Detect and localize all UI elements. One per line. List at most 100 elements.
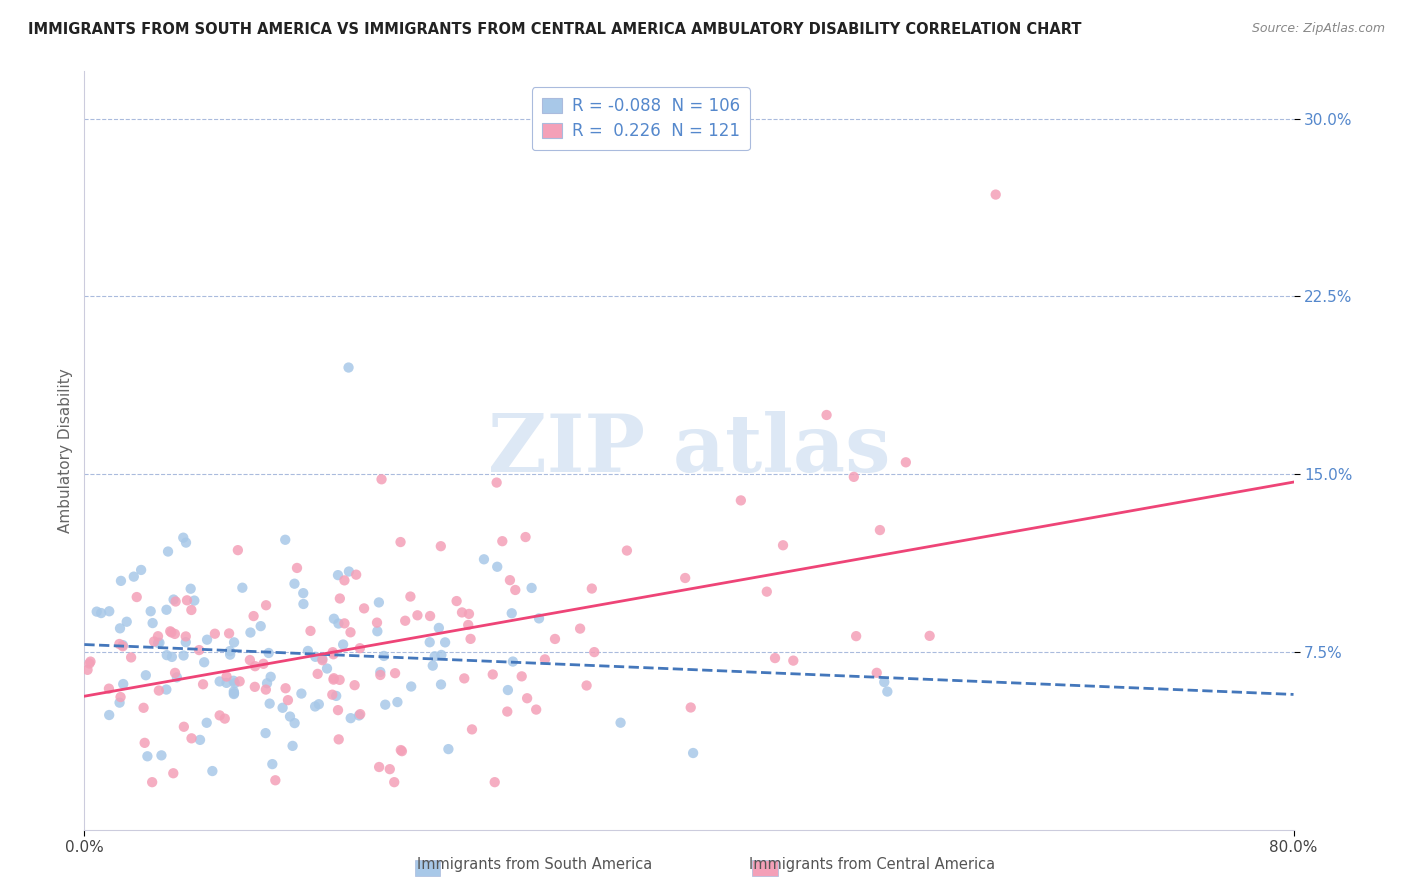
Point <box>165 665 187 680</box>
Point <box>399 680 422 694</box>
Point <box>254 682 277 697</box>
Point <box>174 535 197 549</box>
Point <box>188 732 211 747</box>
Point <box>139 604 162 618</box>
Point <box>394 614 416 628</box>
Point <box>239 625 262 640</box>
Point <box>368 665 391 679</box>
Point <box>239 653 262 667</box>
Point <box>125 590 148 604</box>
Point <box>174 635 197 649</box>
Point <box>278 709 301 723</box>
Point <box>370 668 392 682</box>
Point <box>520 581 543 595</box>
Point <box>534 652 557 666</box>
Point <box>132 700 155 714</box>
Point <box>311 651 333 665</box>
Point <box>180 582 202 596</box>
Point <box>150 748 173 763</box>
Point <box>146 629 169 643</box>
Point <box>308 697 330 711</box>
Point <box>120 650 142 665</box>
Point <box>79 655 101 669</box>
Point <box>222 673 245 688</box>
Point <box>430 648 453 662</box>
Point <box>260 670 283 684</box>
Point <box>673 571 696 585</box>
Point <box>406 608 429 623</box>
Text: ZIP atlas: ZIP atlas <box>488 411 890 490</box>
Point <box>322 612 344 626</box>
Point <box>146 636 169 650</box>
Text: Source: ZipAtlas.com: Source: ZipAtlas.com <box>1251 22 1385 36</box>
Point <box>226 543 249 558</box>
Point <box>141 775 163 789</box>
Point <box>503 582 526 597</box>
Point <box>110 690 132 704</box>
Point <box>486 559 509 574</box>
Point <box>457 618 479 632</box>
Point <box>208 674 231 689</box>
Point <box>322 647 344 661</box>
Point <box>97 681 120 696</box>
Point <box>755 584 778 599</box>
Point <box>257 646 280 660</box>
Point <box>173 648 195 663</box>
Point <box>499 573 522 587</box>
Point <box>382 775 405 789</box>
Point <box>274 533 297 547</box>
Point <box>873 675 896 690</box>
Point <box>461 723 484 737</box>
Point <box>208 708 231 723</box>
Point <box>366 624 388 639</box>
Point <box>422 658 444 673</box>
Point <box>453 672 475 686</box>
Point <box>215 669 238 683</box>
Point <box>419 609 441 624</box>
Point <box>243 659 266 673</box>
Point <box>527 611 550 625</box>
Point <box>682 746 704 760</box>
Point <box>373 648 395 663</box>
Point <box>368 760 391 774</box>
Point <box>374 698 396 712</box>
Point <box>321 688 343 702</box>
Y-axis label: Ambulatory Disability: Ambulatory Disability <box>58 368 73 533</box>
Point <box>129 563 152 577</box>
Point <box>218 626 240 640</box>
Point <box>108 637 131 651</box>
Point <box>730 493 752 508</box>
Point <box>481 667 503 681</box>
Point <box>174 629 197 643</box>
Point <box>370 472 392 486</box>
Point <box>166 670 188 684</box>
Point <box>581 582 603 596</box>
Point <box>243 680 266 694</box>
Point <box>134 736 156 750</box>
Point <box>458 607 481 621</box>
Point <box>845 629 868 643</box>
Point <box>329 591 352 606</box>
Point <box>307 666 329 681</box>
Point <box>485 475 508 490</box>
Point <box>515 530 537 544</box>
Point <box>472 552 495 566</box>
Point <box>98 708 121 723</box>
Point <box>510 669 533 683</box>
Point <box>112 677 135 691</box>
Point <box>524 703 547 717</box>
Point <box>160 649 183 664</box>
Point <box>384 666 406 681</box>
Point <box>274 681 297 696</box>
Point <box>339 625 361 640</box>
Point <box>339 711 361 725</box>
Point <box>162 592 184 607</box>
Point <box>427 621 450 635</box>
Point <box>108 621 131 635</box>
Point <box>866 665 889 680</box>
Text: Immigrants from Central America: Immigrants from Central America <box>748 857 995 872</box>
Point <box>353 601 375 615</box>
Point <box>136 749 159 764</box>
Point <box>281 739 304 753</box>
Point <box>155 603 177 617</box>
